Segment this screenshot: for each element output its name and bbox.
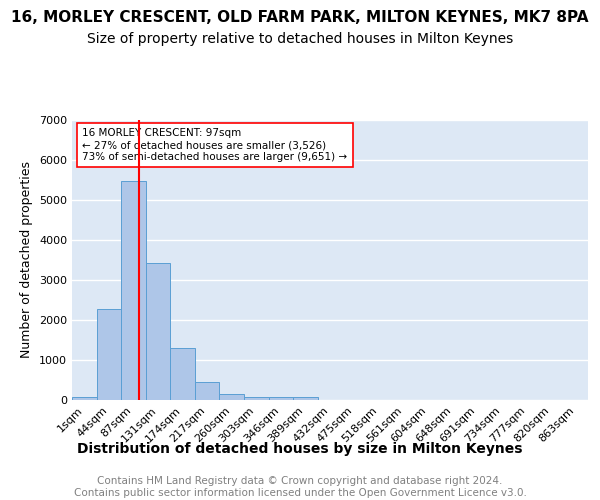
Bar <box>72 397 97 400</box>
Bar <box>293 398 318 400</box>
Bar <box>121 181 146 400</box>
Text: Contains HM Land Registry data © Crown copyright and database right 2024.
Contai: Contains HM Land Registry data © Crown c… <box>74 476 526 498</box>
Y-axis label: Number of detached properties: Number of detached properties <box>20 162 34 358</box>
Bar <box>97 309 121 400</box>
Bar <box>220 394 244 400</box>
Text: 16 MORLEY CRESCENT: 97sqm
← 27% of detached houses are smaller (3,526)
73% of se: 16 MORLEY CRESCENT: 97sqm ← 27% of detac… <box>82 128 347 162</box>
Bar <box>195 382 220 400</box>
Bar <box>170 348 195 400</box>
Text: 16, MORLEY CRESCENT, OLD FARM PARK, MILTON KEYNES, MK7 8PA: 16, MORLEY CRESCENT, OLD FARM PARK, MILT… <box>11 10 589 25</box>
Bar <box>146 263 170 400</box>
Text: Distribution of detached houses by size in Milton Keynes: Distribution of detached houses by size … <box>77 442 523 456</box>
Bar <box>269 397 293 400</box>
Bar <box>244 397 269 400</box>
Text: Size of property relative to detached houses in Milton Keynes: Size of property relative to detached ho… <box>87 32 513 46</box>
